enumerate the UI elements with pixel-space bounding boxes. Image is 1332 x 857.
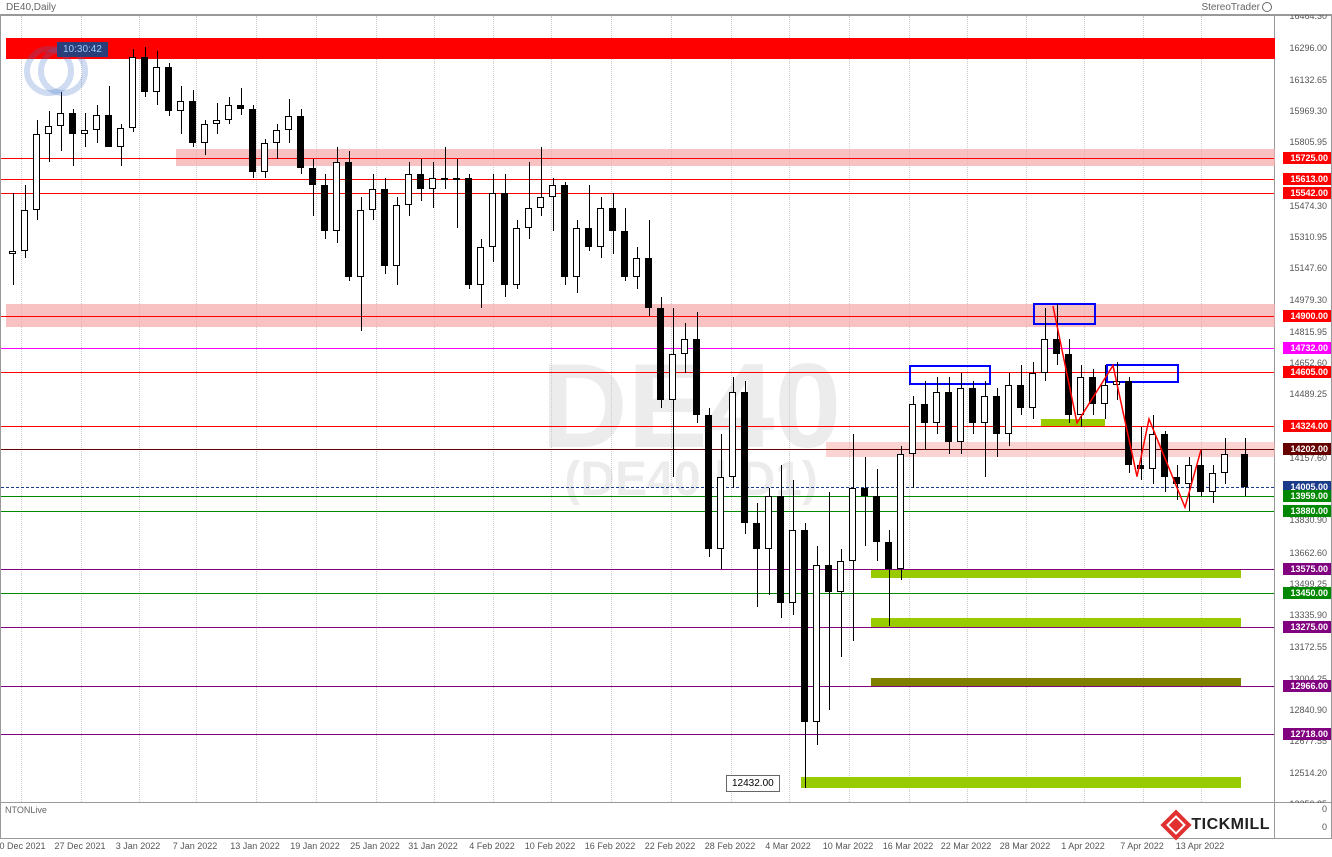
sub-ytick: 0 — [1322, 822, 1327, 832]
tickmill-logo: TICKMILL — [1165, 814, 1270, 836]
price-label: 13880.00 — [1283, 505, 1331, 517]
ytick: 13335.90 — [1289, 610, 1327, 620]
ytick: 15147.60 — [1289, 263, 1327, 273]
xtick: 10 Feb 2022 — [525, 841, 576, 851]
xtick: 22 Feb 2022 — [645, 841, 696, 851]
price-label: 13959.00 — [1283, 490, 1331, 502]
price-label: 14202.00 — [1283, 443, 1331, 455]
ytick: 15805.95 — [1289, 137, 1327, 147]
price-label: 13275.00 — [1283, 621, 1331, 633]
xtick: 13 Apr 2022 — [1176, 841, 1225, 851]
price-axis: 16464.3016296.0016132.6515969.3015805.95… — [1275, 15, 1332, 803]
price-label: 12966.00 — [1283, 680, 1331, 692]
price-label: 15613.00 — [1283, 173, 1331, 185]
title-bar: DE40,Daily StereoTrader — [0, 0, 1332, 15]
xtick: 27 Dec 2021 — [54, 841, 105, 851]
ytick: 13662.60 — [1289, 548, 1327, 558]
price-chart[interactable]: 10:30:42 DE40 (DE40 | D1) 12432.00 — [0, 15, 1275, 803]
indicator-axis: 00 — [1275, 803, 1332, 839]
price-label: 14324.00 — [1283, 420, 1331, 432]
price-label: 13450.00 — [1283, 587, 1331, 599]
zigzag-line — [1, 16, 1276, 804]
tickmill-logo-icon — [1161, 809, 1192, 840]
price-label: 13575.00 — [1283, 563, 1331, 575]
price-label: 14732.00 — [1283, 342, 1331, 354]
ytick: 13172.55 — [1289, 642, 1327, 652]
ytick: 15969.30 — [1289, 106, 1327, 116]
xtick: 4 Feb 2022 — [469, 841, 515, 851]
chart-title: DE40,Daily — [6, 2, 56, 13]
xtick: 3 Jan 2022 — [116, 841, 161, 851]
tickmill-logo-text: TICKMILL — [1191, 816, 1270, 834]
xtick: 16 Feb 2022 — [585, 841, 636, 851]
date-axis: 20 Dec 2021 27 Dec 2021 3 Jan 2022 7 Jan 20… — [0, 839, 1275, 857]
indicator-label: NTONLive — [5, 805, 47, 815]
xtick: 28 Feb 2022 — [705, 841, 756, 851]
ytick: 15310.95 — [1289, 232, 1327, 242]
price-label: 12718.00 — [1283, 728, 1331, 740]
price-label: 14900.00 — [1283, 310, 1331, 322]
xtick: 31 Jan 2022 — [408, 841, 458, 851]
indicator-panel: NTONLive TICKMILL — [0, 803, 1275, 839]
ytick: 12514.20 — [1289, 768, 1327, 778]
stereo-label: StereoTrader — [1201, 2, 1272, 13]
ytick: 14979.30 — [1289, 295, 1327, 305]
price-label: 15725.00 — [1283, 152, 1331, 164]
smiley-icon — [1262, 2, 1272, 12]
xtick: 22 Mar 2022 — [941, 841, 992, 851]
sub-ytick: 0 — [1322, 804, 1327, 814]
ytick: 14489.25 — [1289, 389, 1327, 399]
xtick: 7 Apr 2022 — [1120, 841, 1164, 851]
xtick: 25 Jan 2022 — [350, 841, 400, 851]
xtick: 19 Jan 2022 — [290, 841, 340, 851]
xtick: 16 Mar 2022 — [883, 841, 934, 851]
price-label: 14605.00 — [1283, 366, 1331, 378]
ytick: 15474.30 — [1289, 201, 1327, 211]
xtick: 1 Apr 2022 — [1061, 841, 1105, 851]
time-badge: 10:30:42 — [57, 42, 108, 57]
ytick: 12840.90 — [1289, 705, 1327, 715]
xtick: 20 Dec 2021 — [0, 841, 46, 851]
xtick: 4 Mar 2022 — [765, 841, 811, 851]
xtick: 13 Jan 2022 — [230, 841, 280, 851]
xtick: 10 Mar 2022 — [823, 841, 874, 851]
xtick: 7 Jan 2022 — [173, 841, 218, 851]
ytick: 14815.95 — [1289, 327, 1327, 337]
price-label: 15542.00 — [1283, 187, 1331, 199]
xtick: 28 Mar 2022 — [1000, 841, 1051, 851]
ytick: 16132.65 — [1289, 75, 1327, 85]
ytick: 16296.00 — [1289, 43, 1327, 53]
